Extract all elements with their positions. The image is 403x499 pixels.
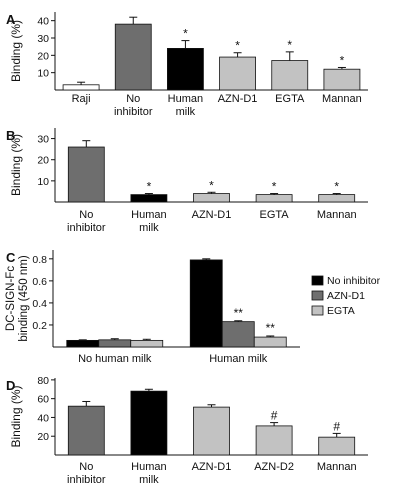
significance-marker: *: [340, 53, 345, 67]
significance-marker: #: [333, 419, 340, 433]
x-tick-label: EGTA: [260, 209, 290, 221]
y-tick-label: 60: [37, 394, 49, 406]
bar-A-1: [114, 23, 152, 91]
bar-A-5: [323, 68, 361, 91]
y-axis-label: binding (450 nm): [18, 255, 30, 341]
bar-C-0-0: [66, 339, 100, 348]
x-tick-label: AZN-D1: [192, 461, 232, 473]
significance-marker: *: [183, 27, 188, 41]
y-tick-label: 20: [37, 50, 49, 62]
x-tick-label: Raji: [72, 93, 91, 105]
y-tick-label: 10: [37, 68, 49, 80]
x-tick-label: AZN-D2: [254, 461, 294, 473]
legend-label: EGTA: [327, 305, 355, 317]
x-tick-label: No: [79, 209, 93, 221]
y-axis-label: Binding (%): [9, 20, 23, 82]
legend-swatch: [311, 305, 324, 316]
significance-marker: *: [287, 38, 292, 52]
y-tick-label: 20: [37, 155, 49, 167]
x-tick-label: Human: [131, 461, 166, 473]
y-axis-label: Binding (%): [9, 134, 23, 196]
x-tick-label: No: [126, 93, 140, 105]
x-tick-label: AZN-D1: [192, 209, 232, 221]
x-tick-label: milk: [176, 106, 196, 118]
y-tick-label: 0.2: [32, 320, 47, 332]
significance-marker: #: [271, 409, 278, 423]
y-tick-label: 10: [37, 176, 49, 188]
y-tick-label: 40: [37, 412, 49, 424]
bar-D-2: [193, 406, 230, 456]
x-tick-label: Human: [168, 93, 203, 105]
bar-B-2: [193, 193, 230, 203]
y-tick-label: 40: [37, 16, 49, 28]
bar-A-3: [219, 56, 256, 91]
bar-A-2: [167, 48, 204, 91]
y-axis-label: Binding (%): [9, 385, 23, 447]
bar-C-1-2: [253, 336, 287, 348]
x-tick-label: Mannan: [317, 461, 357, 473]
x-tick-label: Human milk: [209, 353, 268, 365]
significance-marker: *: [272, 180, 277, 194]
y-tick-label: 0.6: [32, 276, 47, 288]
bar-D-4: [318, 436, 356, 456]
legend-swatch: [311, 275, 324, 286]
significance-marker: *: [235, 39, 240, 53]
significance-marker: *: [334, 180, 339, 194]
panel-letter-D: D: [6, 378, 15, 393]
x-tick-label: No human milk: [78, 353, 152, 365]
bar-C-1-0: [189, 259, 223, 348]
x-tick-label: No: [79, 461, 93, 473]
x-tick-label: milk: [139, 222, 159, 234]
legend-label: AZN-D1: [327, 290, 365, 302]
panel-letter-C: C: [6, 250, 16, 265]
bar-B-3: [255, 194, 293, 203]
x-tick-label: EGTA: [275, 93, 305, 105]
legend-swatch: [311, 290, 324, 301]
x-tick-label: inhibitor: [67, 474, 106, 486]
x-tick-label: milk: [139, 474, 159, 486]
bar-B-4: [318, 194, 356, 203]
y-tick-label: 80: [37, 375, 49, 387]
bar-B-0: [67, 146, 105, 203]
y-tick-label: 20: [37, 431, 49, 443]
x-tick-label: AZN-D1: [218, 93, 258, 105]
bar-C-0-1: [98, 339, 132, 348]
x-tick-label: inhibitor: [114, 106, 153, 118]
bar-D-0: [67, 405, 105, 456]
bar-C-1-1: [221, 321, 255, 348]
x-tick-label: Mannan: [322, 93, 362, 105]
legend-label: No inhibitor: [327, 275, 381, 287]
bar-C-0-2: [130, 339, 164, 348]
bar-D-3: [255, 425, 293, 456]
x-tick-label: Mannan: [317, 209, 357, 221]
significance-marker: *: [209, 178, 214, 192]
x-tick-label: inhibitor: [67, 222, 106, 234]
y-tick-label: 30: [37, 134, 49, 146]
panel-letter-A: A: [6, 12, 16, 27]
panel-letter-B: B: [6, 128, 15, 143]
significance-marker: *: [147, 180, 152, 194]
bar-D-1: [130, 390, 168, 456]
bar-A-0: [62, 84, 100, 91]
y-tick-label: 30: [37, 33, 49, 45]
x-tick-label: Human: [131, 209, 166, 221]
bar-A-4: [271, 60, 309, 91]
y-tick-label: 0.8: [32, 254, 47, 266]
y-axis-label: DC-SIGN-Fc: [5, 266, 17, 331]
significance-marker: **: [234, 306, 244, 320]
y-tick-label: 0.4: [32, 298, 47, 310]
bar-B-1: [130, 194, 168, 203]
significance-marker: **: [266, 321, 276, 335]
